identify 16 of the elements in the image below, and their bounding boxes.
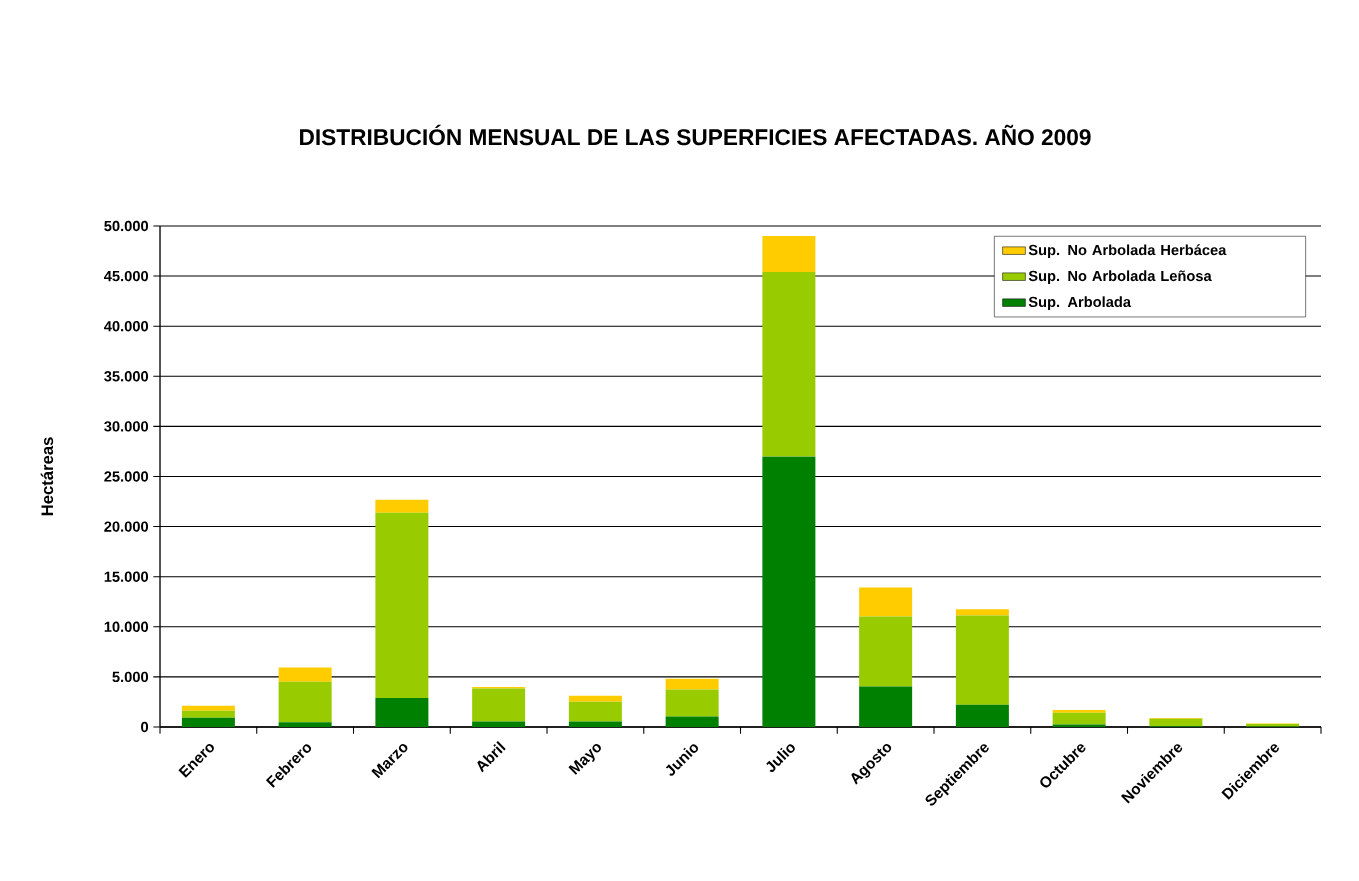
y-tick-label: 15.000 bbox=[104, 571, 149, 582]
y-axis-title: Hectáreas bbox=[40, 437, 54, 516]
y-tick-label: 45.000 bbox=[104, 270, 149, 282]
chart-title: DISTRIBUCIÓN MENSUAL DE LAS SUPERFICIES AFECTADAS. AÑO 2009 bbox=[300, 124, 1091, 146]
y-tick-label: 20.000 bbox=[104, 521, 149, 532]
y-tick-label: 25.000 bbox=[104, 471, 149, 482]
y-tick-label: 0 bbox=[141, 721, 149, 733]
y-tick-label: 40.000 bbox=[104, 321, 149, 332]
y-tick-label: 10.000 bbox=[104, 621, 149, 632]
y-tick-label: 50.000 bbox=[104, 220, 149, 232]
legend-label: Sup. No Arbolada Herbácea bbox=[1028, 244, 1227, 259]
y-tick-label: 5.000 bbox=[112, 671, 149, 683]
y-tick-label: 35.000 bbox=[104, 371, 149, 382]
legend-label: Sup. No Arbolada Leñosa bbox=[1028, 270, 1212, 285]
legend-label: Sup. Arbolada bbox=[1028, 296, 1132, 310]
y-tick-label: 30.000 bbox=[104, 421, 149, 432]
